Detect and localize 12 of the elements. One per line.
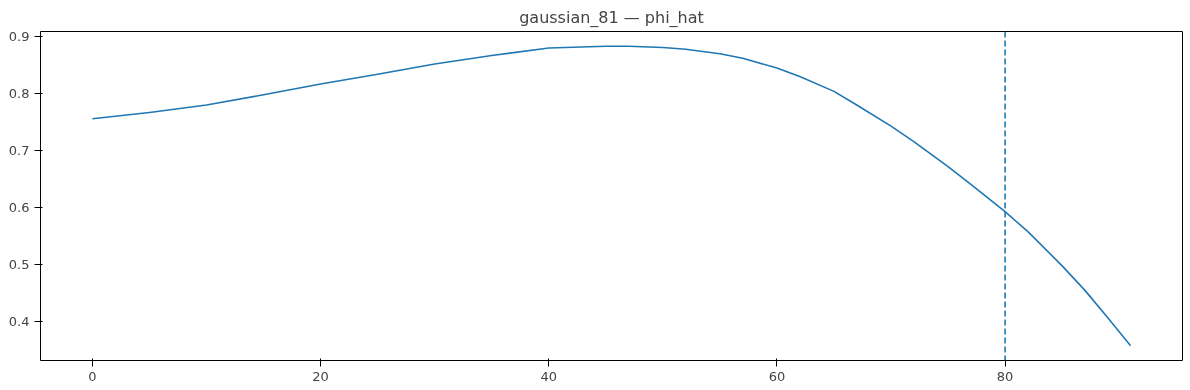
x-tick-label: 80 [996, 368, 1014, 384]
x-tick-label: 40 [540, 368, 558, 384]
y-tick-label: 0.4 [8, 314, 30, 330]
y-tick-label: 0.9 [8, 29, 30, 45]
x-tick-label: 60 [768, 368, 786, 384]
chart-title: gaussian_81 — phi_hat [519, 7, 704, 28]
x-tick-label: 0 [88, 368, 97, 384]
y-tick-label: 0.6 [8, 200, 30, 216]
x-tick-label: 20 [312, 368, 329, 384]
y-tick-label: 0.7 [8, 143, 30, 159]
y-tick-label: 0.8 [8, 86, 30, 102]
y-tick-label: 0.5 [8, 257, 30, 273]
